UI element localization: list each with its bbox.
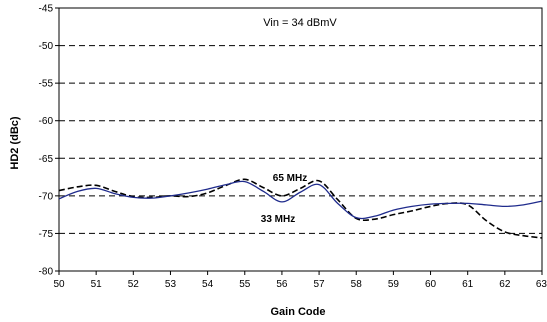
series-line-33-mhz (58, 180, 543, 220)
y-axis-title: HD2 (dBc) (9, 116, 21, 170)
y-tick-label: -55 (39, 79, 54, 90)
series-line-65-mhz (58, 178, 543, 239)
series-layer (58, 178, 543, 239)
x-tick-label: 55 (239, 279, 251, 290)
x-tick-label: 58 (351, 279, 363, 290)
x-tick-label: 51 (91, 279, 103, 290)
x-tick-label: 59 (388, 279, 400, 290)
x-tick-label: 53 (165, 279, 177, 290)
y-tick-label: -80 (39, 267, 54, 278)
x-tick-label: 54 (202, 279, 214, 290)
x-tick-label: 56 (276, 279, 288, 290)
x-tick-label: 61 (462, 279, 474, 290)
x-tick-label: 63 (536, 279, 547, 290)
y-tick-label: -75 (39, 229, 54, 240)
x-axis-ticks: 50 51 52 53 54 55 56 57 58 59 60 61 62 63 (53, 271, 547, 290)
y-axis-ticks: -45 -50 -55 -60 -65 -70 -75 -80 (39, 4, 59, 278)
x-tick-label: 60 (425, 279, 437, 290)
x-axis-title: Gain Code (270, 306, 325, 318)
x-tick-label: 57 (314, 279, 326, 290)
plot-area-frame (58, 7, 543, 272)
annotation-65mhz: 65 MHz (273, 173, 307, 184)
grid-lines (59, 45, 542, 234)
y-tick-label: -45 (39, 4, 54, 15)
y-tick-label: -65 (39, 154, 54, 165)
y-tick-label: -50 (39, 41, 54, 52)
y-tick-label: -70 (39, 191, 54, 202)
x-tick-label: 62 (499, 279, 511, 290)
x-tick-label: 50 (53, 279, 65, 290)
y-tick-label: -60 (39, 116, 54, 127)
annotation-33mhz: 33 MHz (261, 214, 295, 225)
annotation-vin: Vin = 34 dBmV (263, 17, 337, 29)
x-tick-label: 52 (128, 279, 140, 290)
